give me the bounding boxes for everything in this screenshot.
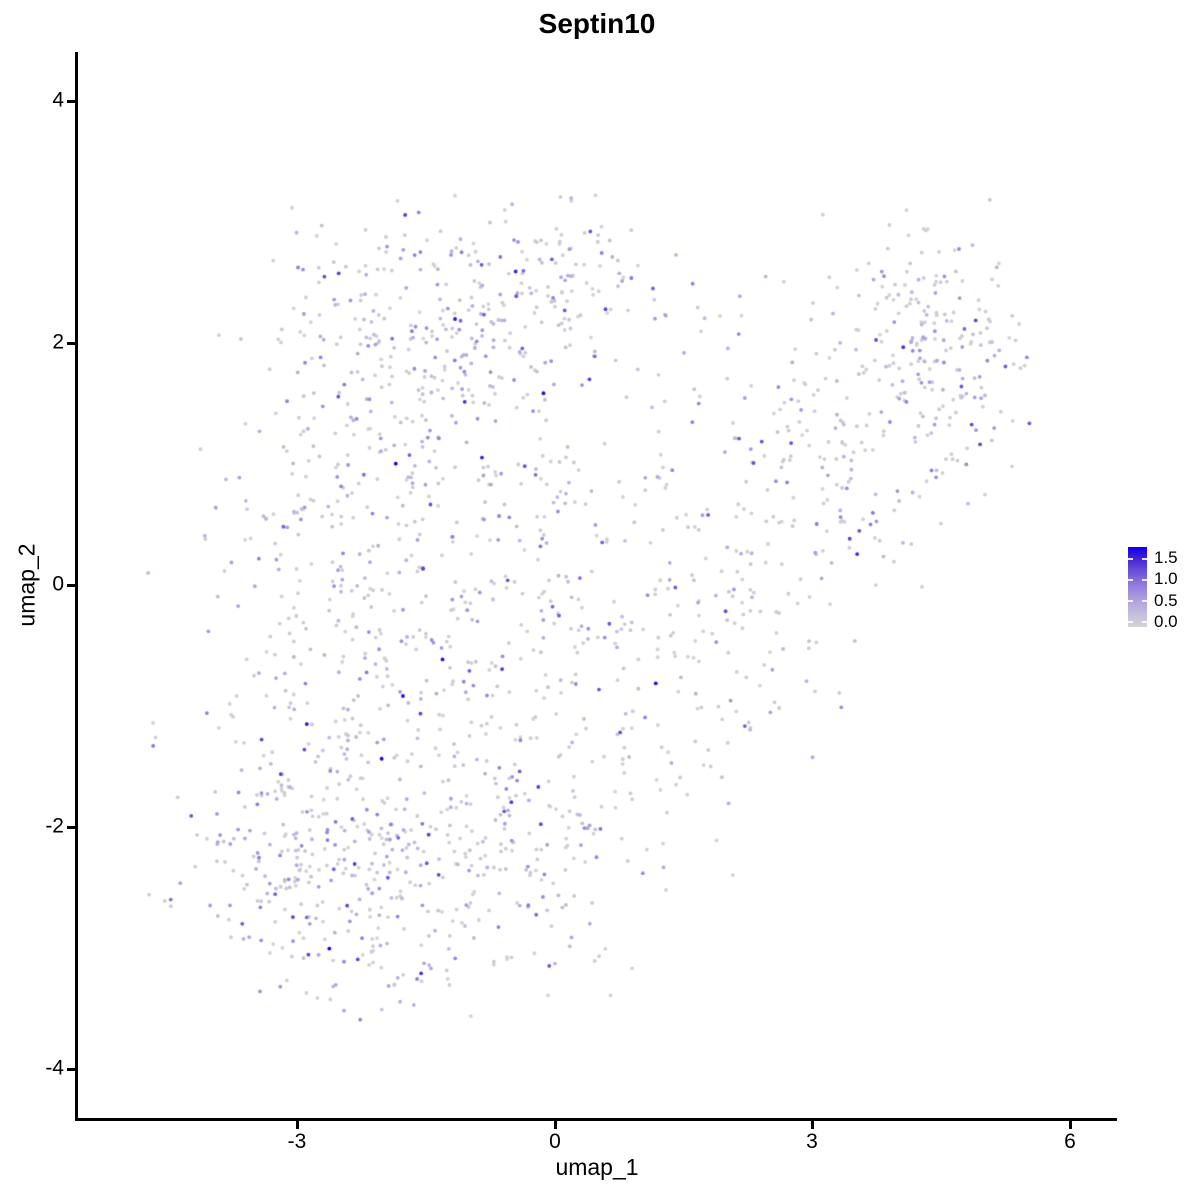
x-tick-mark [296, 1121, 299, 1129]
y-tick-label: 4 [52, 88, 64, 112]
scatter-points-canvas [78, 52, 1116, 1119]
y-tick-label: -4 [45, 1056, 64, 1080]
y-tick-mark [67, 1068, 75, 1071]
y-tick-mark [67, 100, 75, 103]
colorbar-tick [1142, 600, 1147, 602]
colorbar-tick [1128, 621, 1133, 623]
y-tick-mark [67, 826, 75, 829]
y-axis-title: umap_2 [13, 543, 40, 627]
x-tick-mark [811, 1121, 814, 1129]
y-tick-mark [67, 584, 75, 587]
x-tick-label: 3 [806, 1130, 818, 1153]
plot-panel [78, 52, 1116, 1119]
colorbar-tick [1128, 579, 1133, 581]
y-tick-label: 0 [52, 572, 64, 596]
colorbar-tick [1142, 558, 1147, 560]
x-tick-mark [1069, 1121, 1072, 1129]
x-tick-mark [554, 1121, 557, 1129]
legend-tick-label: 0.5 [1154, 591, 1178, 610]
y-axis-line [75, 52, 78, 1121]
y-tick-label: -2 [45, 814, 64, 838]
legend-tick-label: 1.5 [1154, 548, 1178, 567]
x-tick-label: -3 [287, 1130, 307, 1153]
x-axis-title: umap_1 [555, 1154, 639, 1180]
plot-title: Septin10 [538, 8, 656, 39]
colorbar-tick [1142, 621, 1147, 623]
legend-tick-label: 1.0 [1154, 569, 1178, 588]
x-tick-label: 0 [549, 1130, 561, 1153]
colorbar-tick [1128, 600, 1133, 602]
x-tick-label: 6 [1064, 1130, 1076, 1153]
colorbar-tick [1142, 579, 1147, 581]
legend-tick-label: 0.0 [1154, 612, 1178, 631]
y-tick-mark [67, 342, 75, 345]
colorbar-tick [1128, 558, 1133, 560]
x-axis-line [75, 1118, 1117, 1121]
y-tick-label: 2 [52, 330, 64, 354]
colorbar-gradient [1128, 547, 1147, 627]
